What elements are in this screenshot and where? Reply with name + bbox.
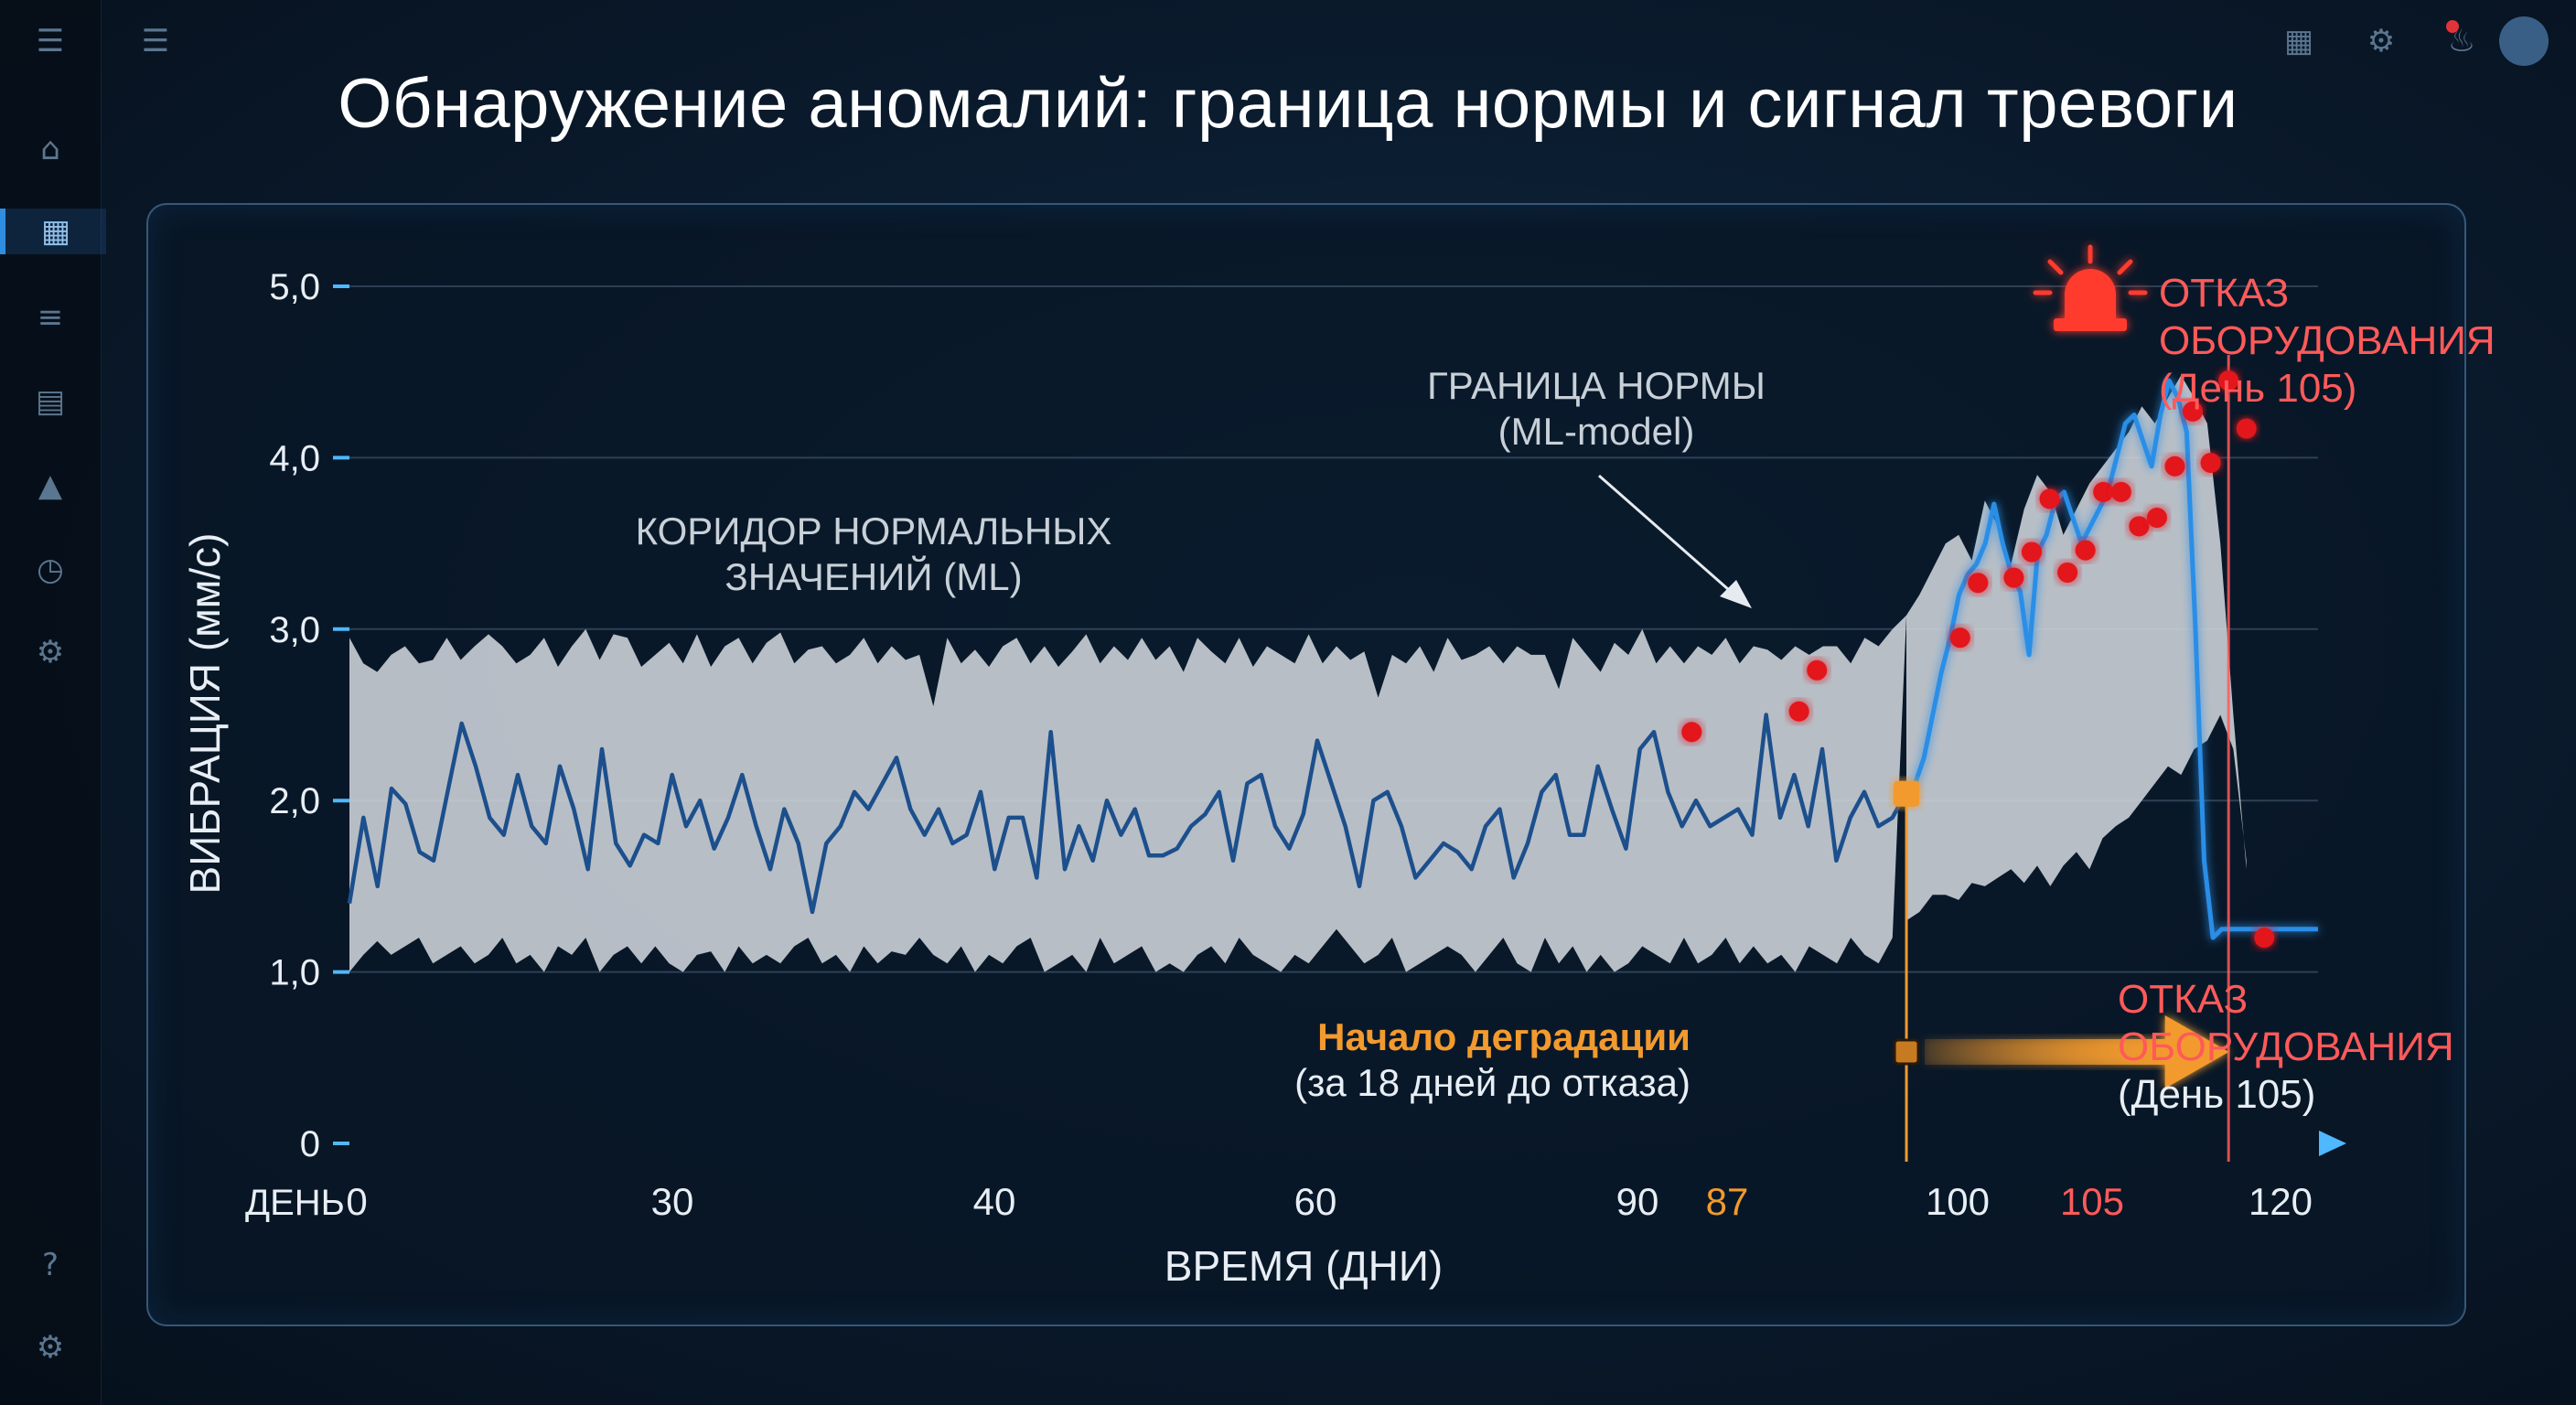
degradation-vibration-line — [1905, 378, 2318, 940]
y-tick-label: 0 — [300, 1124, 320, 1164]
dashboard-icon[interactable]: ▦ — [0, 209, 106, 254]
anomaly-point — [2021, 542, 2042, 563]
anomaly-point — [2236, 418, 2257, 439]
anomaly-point — [2057, 562, 2078, 583]
boundary-pointer-line — [1598, 474, 1737, 598]
y-tick-label: 1,0 — [269, 953, 320, 993]
boundary-label-line1: ГРАНИЦА НОРМЫ — [1427, 364, 1766, 407]
page-title: Обнаружение аномалий: граница нормы и си… — [338, 65, 2238, 143]
corridor-label-line1: КОРИДОР НОРМАЛЬНЫХ — [636, 509, 1112, 552]
degradation-start-marker — [1894, 780, 1920, 807]
y-tick-label: 4,0 — [269, 438, 320, 478]
x-tick-label: 120 — [2249, 1180, 2313, 1223]
boundary-pointer-head — [1720, 580, 1752, 608]
x-tick-label: 0 — [346, 1180, 367, 1223]
degradation-label-line2: (за 18 дней до отказа) — [1294, 1061, 1690, 1104]
anomaly-point — [1807, 660, 1828, 681]
settings-icon[interactable]: ⚙ — [36, 634, 65, 670]
anomaly-point — [1968, 573, 1989, 594]
avatar[interactable] — [2499, 16, 2549, 66]
topbar: ☰ ▦ ⚙ ♨ — [101, 0, 2576, 82]
x-tick-label: 30 — [651, 1180, 694, 1223]
anomaly-point — [1788, 701, 1809, 722]
failure-top-line1: ОТКАЗ — [2159, 271, 2289, 316]
anomaly-point — [2164, 456, 2185, 477]
boundary-label-line2: (ML-model) — [1498, 410, 1695, 453]
analytics-icon[interactable]: ▲ — [38, 467, 63, 504]
x-tick-label: 100 — [1926, 1180, 1990, 1223]
x-tick-label: 105 — [2060, 1180, 2124, 1223]
sidebar: ☰ ⌂ ▦ ≡ ▤ ▲ ◷ ⚙ ? ⚙ — [0, 0, 106, 1405]
report-icon[interactable]: ▤ — [35, 383, 66, 420]
x-tick-label: 60 — [1294, 1180, 1337, 1223]
failure-top-line3: (День 105) — [2159, 366, 2356, 411]
corridor-label-line2: ЗНАЧЕНИЙ (ML) — [724, 554, 1022, 598]
degradation-label-line1: Начало деградации — [1317, 1015, 1690, 1058]
anomaly-point — [2254, 928, 2275, 949]
anomaly-point — [2110, 481, 2131, 502]
menu-icon[interactable]: ☰ — [36, 23, 65, 59]
anomaly-point — [2183, 401, 2204, 422]
anomaly-point — [2039, 488, 2060, 509]
home-icon[interactable]: ⌂ — [40, 131, 60, 167]
grid-icon[interactable]: ▦ — [2283, 23, 2314, 59]
siren-dome — [2065, 269, 2116, 318]
help-icon[interactable]: ? — [41, 1247, 59, 1283]
gear-icon[interactable]: ⚙ — [36, 1329, 65, 1366]
y-axis-title: ВИБРАЦИЯ (мм/с) — [181, 533, 229, 895]
anomaly-point — [1681, 722, 1702, 743]
anomaly-point — [2075, 540, 2096, 561]
failure-top-line2: ОБОРУДОВАНИЯ — [2159, 318, 2496, 363]
siren-base — [2054, 318, 2127, 331]
vibration-series — [347, 378, 2318, 940]
degradation-arrow-shaft — [1925, 1039, 2174, 1065]
x-tick-label: 87 — [1706, 1180, 1749, 1223]
list-icon[interactable]: ≡ — [37, 299, 64, 336]
settings-icon[interactable]: ⚙ — [2367, 23, 2396, 59]
anomaly-point — [2218, 370, 2239, 391]
anomaly-point — [1949, 627, 1970, 649]
y-tick-label: 3,0 — [269, 610, 320, 650]
degradation-arrow-head — [2164, 1015, 2229, 1089]
normal-band — [349, 615, 1906, 972]
x-tick-label: 90 — [1616, 1180, 1659, 1223]
axes — [347, 277, 2346, 1156]
collapse-icon[interactable]: ☰ — [141, 23, 170, 59]
history-icon[interactable]: ◷ — [37, 552, 64, 588]
anomaly-points — [1681, 370, 2275, 949]
reference-markers — [1893, 354, 2230, 1162]
failure-bottom-line2: ОБОРУДОВАНИЯ — [2118, 1024, 2454, 1069]
y-tick-label: 2,0 — [269, 781, 320, 821]
degradation-arrow-marker — [1893, 1038, 1920, 1066]
siren-ray — [2047, 259, 2064, 275]
anomaly-point — [2146, 507, 2167, 528]
y-tick-label: 5,0 — [269, 267, 320, 307]
anomaly-point — [2003, 567, 2024, 588]
normal-vibration-line — [347, 713, 1908, 915]
anomaly-point — [2093, 481, 2114, 502]
notification-badge — [2446, 20, 2459, 33]
failure-bottom-line3: (День 105) — [2118, 1072, 2315, 1117]
alarm-siren-icon — [2033, 244, 2148, 331]
x-axis-arrow — [2319, 1131, 2346, 1156]
x-axis-title: ВРЕМЯ (ДНИ) — [1165, 1242, 1443, 1290]
anomaly-point — [2129, 516, 2150, 537]
anomaly-point — [2200, 453, 2221, 474]
siren-ray — [2117, 259, 2133, 275]
x-axis-prefix: ДЕНЬ — [245, 1183, 345, 1223]
x-tick-label: 40 — [973, 1180, 1016, 1223]
failure-bottom-line1: ОТКАЗ — [2118, 977, 2248, 1022]
normal-corridor-band — [349, 375, 2247, 972]
